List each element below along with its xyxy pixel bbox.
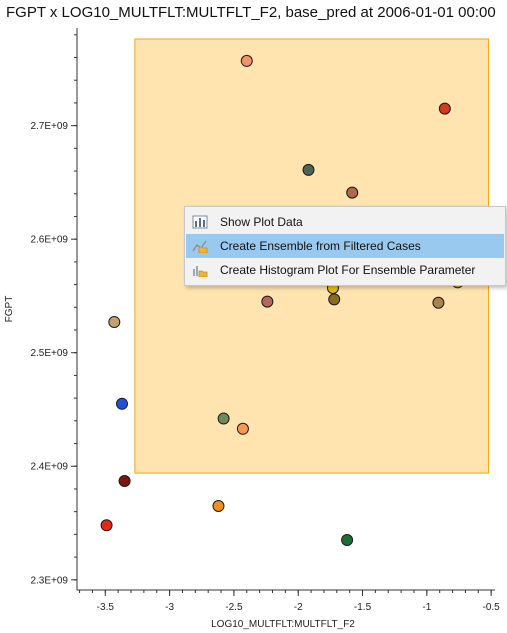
menu-item-label: Show Plot Data bbox=[220, 215, 303, 229]
context-menu: Show Plot Data Create Ensemble from Filt… bbox=[184, 206, 506, 286]
data-point[interactable] bbox=[212, 499, 225, 512]
x-axis-title: LOG10_MULTFLT:MULTFLT_F2 bbox=[211, 619, 355, 630]
y-tick-label: 2.5E+09 bbox=[30, 348, 68, 359]
y-tick-label: 2.7E+09 bbox=[30, 121, 68, 132]
menu-item-show-plot-data[interactable]: Show Plot Data bbox=[186, 210, 504, 234]
data-point[interactable] bbox=[236, 422, 249, 435]
x-tick-label: -0.5 bbox=[483, 602, 501, 613]
x-tick-label: -2 bbox=[294, 602, 303, 613]
data-point[interactable] bbox=[432, 296, 445, 309]
y-tick-label: 2.6E+09 bbox=[30, 235, 68, 246]
y-tick-label: 2.3E+09 bbox=[30, 575, 68, 586]
ensemble-folder-icon bbox=[192, 240, 208, 253]
data-point[interactable] bbox=[217, 412, 230, 425]
data-point[interactable] bbox=[346, 186, 359, 199]
x-tick-label: -3 bbox=[165, 602, 174, 613]
menu-item-create-ensemble[interactable]: Create Ensemble from Filtered Cases bbox=[186, 234, 504, 258]
data-point[interactable] bbox=[108, 316, 121, 329]
menu-item-label: Create Histogram Plot For Ensemble Param… bbox=[220, 263, 476, 277]
data-point[interactable] bbox=[100, 519, 113, 532]
y-axis-title: FGPT bbox=[4, 296, 15, 323]
data-point[interactable] bbox=[302, 163, 315, 176]
menu-item-create-histogram[interactable]: Create Histogram Plot For Ensemble Param… bbox=[186, 258, 504, 282]
histogram-folder-icon bbox=[193, 266, 208, 277]
data-point[interactable] bbox=[261, 295, 274, 308]
data-point[interactable] bbox=[438, 102, 451, 115]
data-point[interactable] bbox=[116, 397, 129, 410]
x-tick-label: -1.5 bbox=[354, 602, 372, 613]
data-point[interactable] bbox=[328, 293, 341, 306]
plot-title: FGPT x LOG10_MULTFLT:MULTFLT_F2, base_pr… bbox=[6, 4, 496, 21]
x-tick-label: -1 bbox=[422, 602, 431, 613]
data-point[interactable] bbox=[118, 475, 131, 488]
x-tick-label: -2.5 bbox=[225, 602, 243, 613]
data-point[interactable] bbox=[341, 534, 354, 547]
data-point[interactable] bbox=[240, 54, 253, 67]
y-tick-label: 2.4E+09 bbox=[30, 462, 68, 473]
menu-item-label: Create Ensemble from Filtered Cases bbox=[220, 239, 421, 253]
bar-chart-icon bbox=[192, 215, 208, 229]
x-tick-label: -3.5 bbox=[97, 602, 115, 613]
